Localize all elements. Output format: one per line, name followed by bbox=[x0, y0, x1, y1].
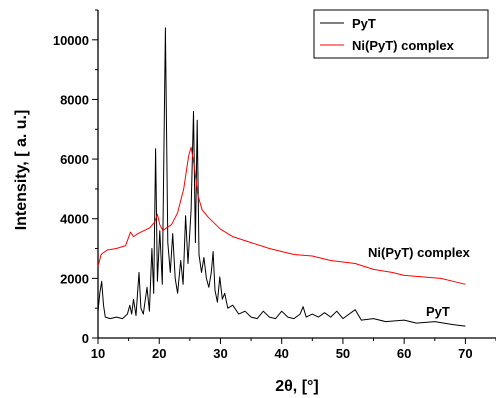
x-tick-label: 20 bbox=[152, 346, 166, 361]
y-tick-label: 0 bbox=[82, 331, 89, 346]
series-line-ni-pyt bbox=[97, 146, 466, 285]
series-line-pyt bbox=[97, 27, 466, 327]
legend-label-ni-pyt: Ni(PyT) complex bbox=[352, 38, 455, 53]
x-tick-label: 10 bbox=[91, 346, 105, 361]
annotation-pyt: PyT bbox=[426, 304, 450, 319]
annotation-ni-pyt: Ni(PyT) complex bbox=[368, 245, 471, 260]
legend-label-pyt: PyT bbox=[352, 16, 376, 31]
legend-box bbox=[313, 9, 489, 59]
x-tick-label: 50 bbox=[336, 346, 350, 361]
x-tick-label: 40 bbox=[274, 346, 288, 361]
x-tick-label: 60 bbox=[397, 346, 411, 361]
x-axis-title: 2θ, [°] bbox=[275, 378, 319, 395]
y-axis-title: Intensity, [ a. u.] bbox=[13, 110, 30, 231]
y-tick-label: 6000 bbox=[60, 152, 89, 167]
y-tick-label: 4000 bbox=[60, 212, 89, 227]
y-tick-label: 10000 bbox=[53, 33, 89, 48]
legend: PyT Ni(PyT) complex bbox=[313, 9, 489, 59]
y-tick-label: 8000 bbox=[60, 92, 89, 107]
series-group bbox=[97, 27, 466, 327]
tick-group: 10 20 30 40 50 60 70 0 2000 4000 6000 8000 10000 bbox=[53, 9, 496, 361]
x-tick-label: 30 bbox=[213, 346, 227, 361]
x-tick-label: 70 bbox=[458, 346, 472, 361]
y-tick-label: 2000 bbox=[60, 271, 89, 286]
